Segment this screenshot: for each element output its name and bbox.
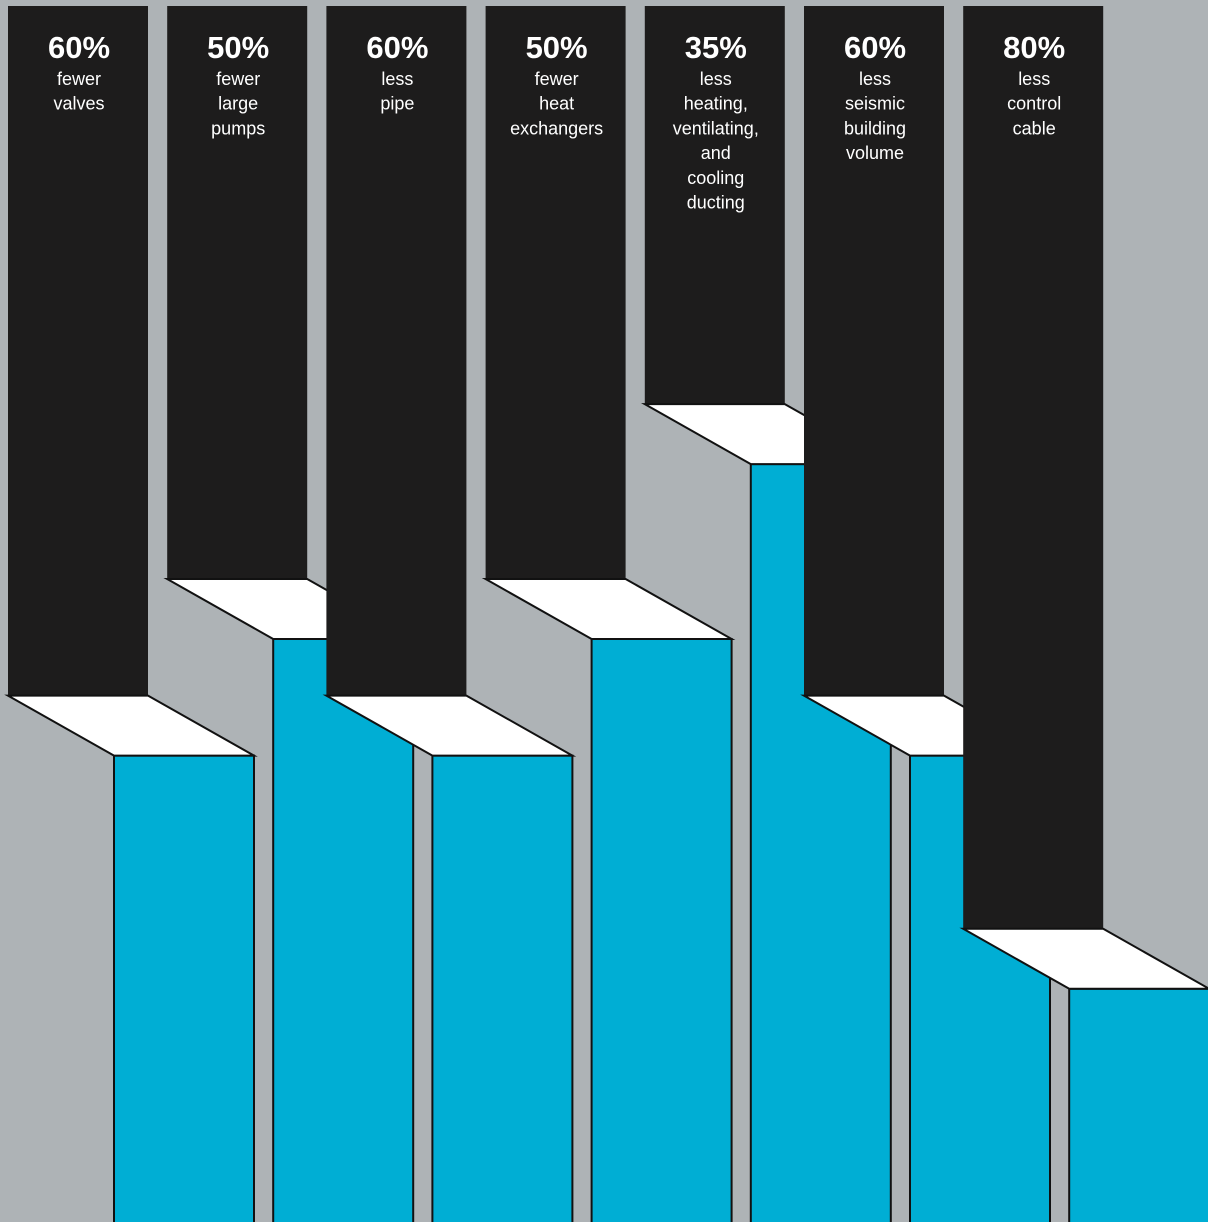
percent-label: 60% xyxy=(366,30,428,65)
reduction-band xyxy=(8,6,148,696)
category-label-line: cooling xyxy=(687,168,744,188)
category-label-line: large xyxy=(218,94,258,114)
percent-label: 60% xyxy=(844,30,906,65)
percent-label: 80% xyxy=(1003,30,1065,65)
reduction-band xyxy=(167,6,308,579)
category-label-line: fewer xyxy=(216,69,260,89)
category-label-line: ducting xyxy=(687,193,745,213)
percent-label: 50% xyxy=(207,30,269,65)
category-label-line: less xyxy=(1018,69,1050,89)
bar-top-face xyxy=(4,694,258,757)
category-label-line: volume xyxy=(846,143,904,163)
category-label-line: ventilating, xyxy=(673,118,759,138)
percent-label: 60% xyxy=(48,30,110,65)
category-label-line: valves xyxy=(53,94,104,114)
category-label-line: pumps xyxy=(211,118,265,138)
bar-top-face xyxy=(481,578,736,640)
category-label-line: less xyxy=(381,69,413,89)
category-label-line: less xyxy=(700,69,732,89)
category-label-line: fewer xyxy=(57,69,101,89)
category-label-line: exchangers xyxy=(510,118,603,138)
percent-label: 50% xyxy=(526,30,588,65)
reduction-band xyxy=(963,6,1104,929)
bar-group: 60% fewer valves xyxy=(4,6,258,1222)
reduction-band xyxy=(644,6,785,405)
reduction-band xyxy=(326,6,467,696)
remaining-bar xyxy=(431,754,574,1222)
bar-group: 60% less pipe xyxy=(322,6,577,1222)
bar-group: 50% fewer heat exchangers xyxy=(481,6,736,1222)
category-label-line: control xyxy=(1007,94,1061,114)
remaining-bar xyxy=(272,638,415,1222)
remaining-bar xyxy=(1068,987,1208,1222)
category-label-line: and xyxy=(701,143,731,163)
bar-top-face xyxy=(322,694,577,757)
category-label-line: fewer xyxy=(535,69,579,89)
category-label-line: building xyxy=(844,118,906,138)
remaining-bar xyxy=(590,638,733,1222)
bars-layer: 60% fewer valves 50% fewer large pumps 60% less p… xyxy=(4,6,1208,1222)
category-label-line: heating, xyxy=(684,94,748,114)
bar-top-face xyxy=(959,927,1208,990)
category-label-line: heat xyxy=(539,94,574,114)
category-label-line: cable xyxy=(1013,118,1056,138)
category-label-line: pipe xyxy=(380,94,414,114)
percent-label: 35% xyxy=(685,30,747,65)
category-label-line: seismic xyxy=(845,94,905,114)
category-label-line: less xyxy=(859,69,891,89)
remaining-bar xyxy=(113,754,255,1222)
bar-group: 80% less control cable xyxy=(959,6,1208,1222)
reduction-band xyxy=(804,6,944,696)
reduction-band xyxy=(485,6,626,579)
